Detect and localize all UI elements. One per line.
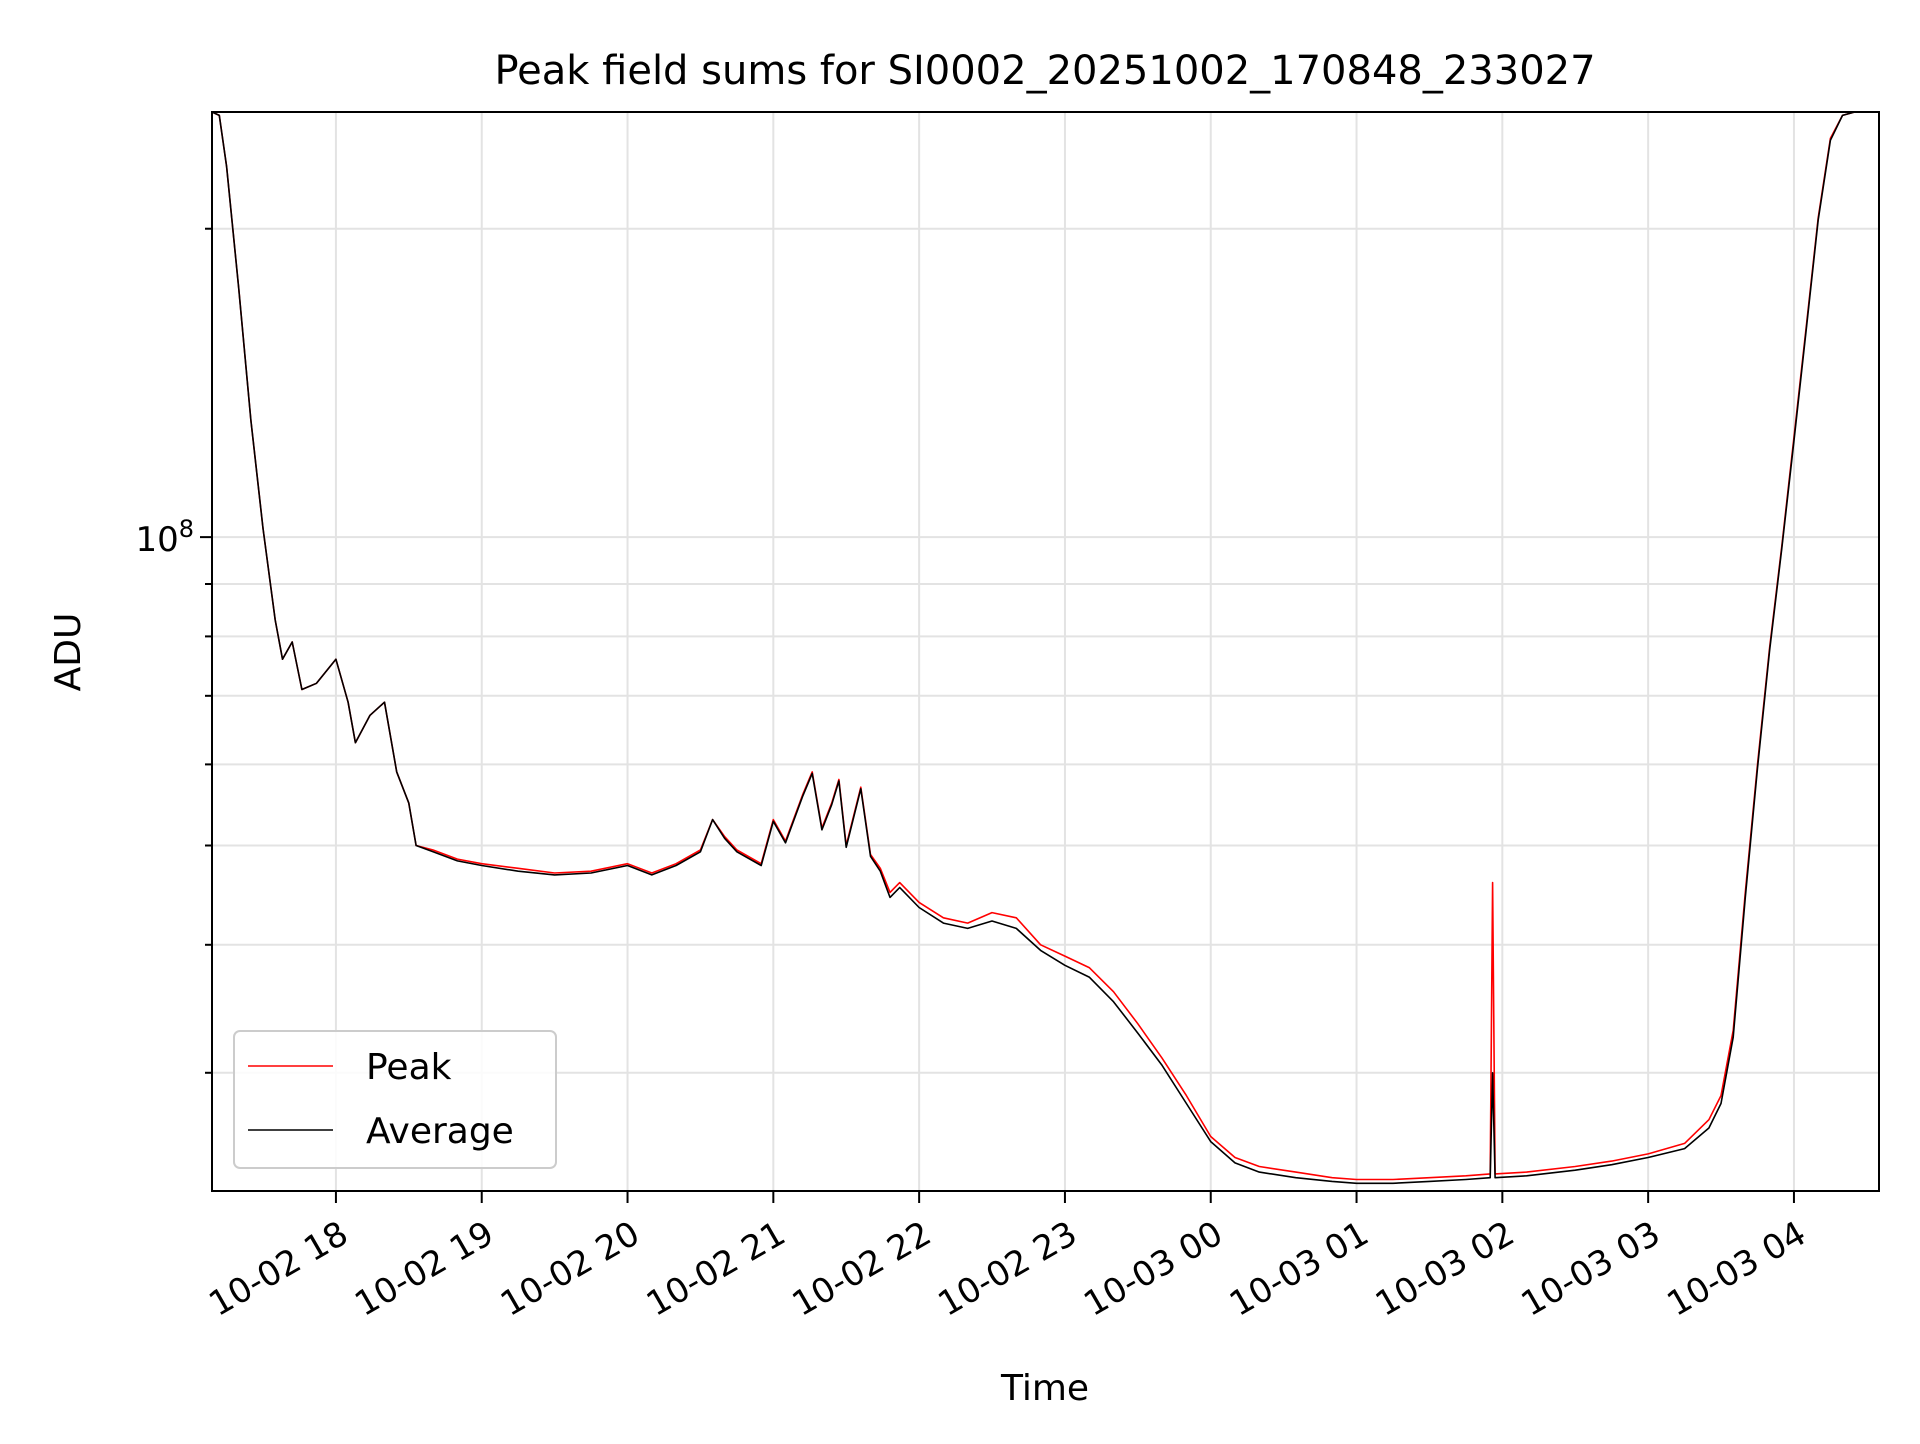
plot-frame bbox=[211, 111, 1880, 1192]
series-line-peak bbox=[211, 111, 1879, 1181]
x-tick-label: 10-02 22 bbox=[786, 1214, 938, 1325]
legend: Peak Average bbox=[233, 1030, 557, 1169]
series-group bbox=[211, 111, 1879, 1185]
x-axis-label: Time bbox=[1000, 1368, 1089, 1409]
x-tick-label: 10-03 03 bbox=[1515, 1214, 1667, 1325]
x-tick-label: 10-02 20 bbox=[494, 1214, 646, 1325]
chart-title: Peak field sums for SI0002_20251002_1708… bbox=[494, 48, 1595, 94]
x-tick-label: 10-03 01 bbox=[1223, 1214, 1375, 1325]
series-line-average bbox=[211, 111, 1879, 1185]
y-tick-label-exponent: 8 bbox=[179, 515, 194, 543]
y-axis: 108 bbox=[135, 227, 212, 1074]
x-tick-label: 10-03 02 bbox=[1369, 1214, 1521, 1325]
y-axis-label: ADU bbox=[48, 613, 89, 692]
y-tick-label-base: 10 bbox=[135, 520, 178, 560]
x-tick-label: 10-02 21 bbox=[640, 1214, 792, 1325]
x-tick-label: 10-03 04 bbox=[1660, 1214, 1812, 1325]
grid-lines bbox=[212, 112, 1879, 1191]
legend-peak-label: Peak bbox=[366, 1047, 452, 1088]
x-tick-label: 10-03 00 bbox=[1077, 1214, 1229, 1325]
x-tick-label: 10-02 18 bbox=[202, 1214, 354, 1325]
y-tick-label: 108 bbox=[135, 515, 194, 560]
x-tick-label: 10-02 19 bbox=[348, 1214, 500, 1325]
legend-average-label: Average bbox=[366, 1111, 514, 1152]
x-tick-label: 10-02 23 bbox=[931, 1214, 1083, 1325]
